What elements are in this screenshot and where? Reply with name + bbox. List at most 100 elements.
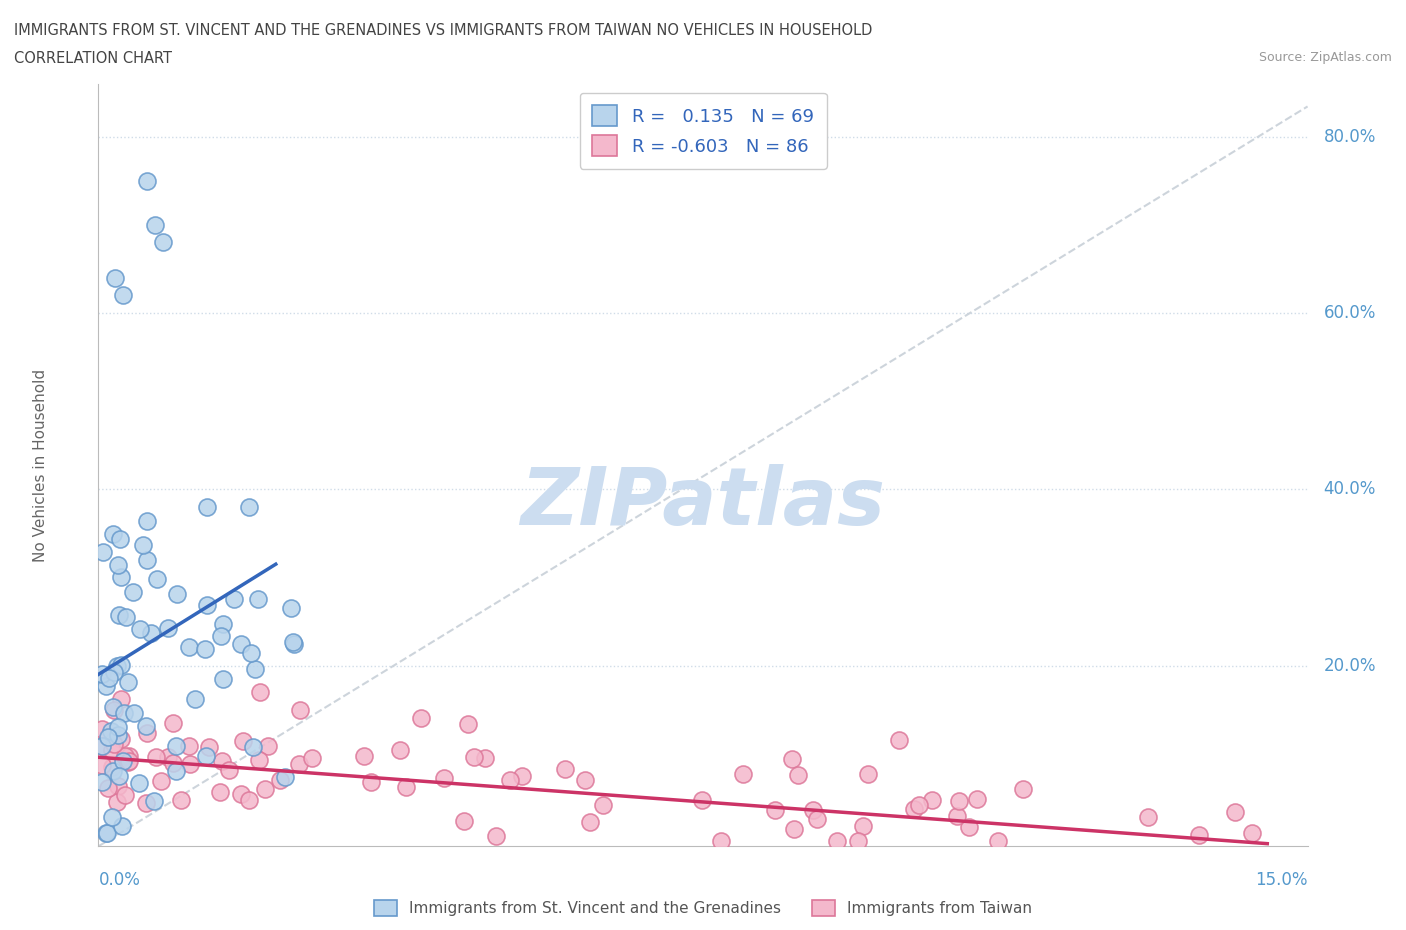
Point	[110, 691, 132, 706]
Point	[112, 706, 135, 721]
Point	[229, 787, 252, 802]
Point	[128, 776, 150, 790]
Point	[554, 762, 576, 777]
Point	[281, 635, 304, 650]
Point	[846, 833, 869, 848]
Point	[921, 792, 943, 807]
Point	[197, 499, 219, 514]
Point	[114, 610, 136, 625]
Point	[139, 626, 162, 641]
Point	[97, 730, 120, 745]
Point	[946, 808, 969, 823]
Text: 40.0%: 40.0%	[1323, 480, 1376, 498]
Point	[692, 792, 714, 807]
Point	[105, 658, 128, 673]
Point	[763, 803, 786, 817]
Point	[485, 828, 508, 843]
Point	[224, 591, 246, 606]
Point	[179, 756, 201, 771]
Point	[710, 833, 733, 848]
Point	[105, 795, 128, 810]
Point	[197, 739, 219, 754]
Point	[165, 764, 187, 778]
Point	[288, 702, 311, 717]
Point	[117, 754, 139, 769]
Point	[97, 671, 120, 685]
Text: 60.0%: 60.0%	[1323, 304, 1376, 322]
Point	[179, 738, 201, 753]
Point	[257, 738, 280, 753]
Point	[107, 720, 129, 735]
Point	[122, 706, 145, 721]
Text: IMMIGRANTS FROM ST. VINCENT AND THE GRENADINES VS IMMIGRANTS FROM TAIWAN NO VEHI: IMMIGRANTS FROM ST. VINCENT AND THE GREN…	[14, 23, 873, 38]
Point	[146, 572, 169, 587]
Text: No Vehicles in Household: No Vehicles in Household	[32, 368, 48, 562]
Point	[948, 793, 970, 808]
Point	[733, 767, 755, 782]
Point	[108, 607, 131, 622]
Point	[156, 750, 179, 764]
Point	[453, 814, 475, 829]
Point	[111, 288, 134, 303]
Point	[132, 538, 155, 552]
Point	[212, 616, 235, 631]
Text: 15.0%: 15.0%	[1256, 871, 1308, 889]
Point	[780, 751, 803, 766]
Point	[239, 645, 262, 660]
Point	[177, 640, 200, 655]
Point	[135, 726, 157, 741]
Point	[114, 749, 136, 764]
Text: ZIPatlas: ZIPatlas	[520, 464, 886, 542]
Point	[783, 821, 806, 836]
Point	[91, 757, 114, 772]
Point	[91, 738, 114, 753]
Point	[269, 773, 291, 788]
Point	[1136, 809, 1159, 824]
Point	[112, 753, 135, 768]
Point	[806, 812, 828, 827]
Point	[110, 570, 132, 585]
Point	[100, 743, 122, 758]
Point	[787, 767, 810, 782]
Point	[253, 781, 276, 796]
Point	[409, 711, 432, 726]
Point	[1240, 826, 1263, 841]
Text: 0.0%: 0.0%	[98, 871, 141, 889]
Point	[142, 794, 165, 809]
Point	[389, 742, 412, 757]
Point	[288, 756, 311, 771]
Point	[229, 636, 252, 651]
Point	[247, 591, 270, 606]
Point	[111, 818, 134, 833]
Point	[209, 784, 232, 799]
Text: 80.0%: 80.0%	[1323, 127, 1376, 146]
Point	[110, 658, 132, 672]
Point	[211, 629, 233, 644]
Legend: R =   0.135   N = 69, R = -0.603   N = 86: R = 0.135 N = 69, R = -0.603 N = 86	[579, 93, 827, 168]
Point	[135, 719, 157, 734]
Point	[463, 750, 485, 764]
Point	[162, 716, 184, 731]
Point	[851, 819, 873, 834]
Point	[117, 674, 139, 689]
Point	[457, 716, 479, 731]
Point	[353, 749, 375, 764]
Point	[108, 531, 131, 546]
Point	[184, 692, 207, 707]
Point	[135, 173, 157, 188]
Point	[907, 797, 929, 812]
Point	[91, 738, 114, 753]
Point	[1188, 828, 1211, 843]
Text: 20.0%: 20.0%	[1323, 657, 1376, 674]
Point	[91, 545, 114, 560]
Point	[103, 271, 125, 286]
Point	[101, 764, 124, 778]
Point	[238, 792, 260, 807]
Point	[103, 737, 125, 751]
Point	[238, 500, 260, 515]
Point	[498, 773, 520, 788]
Point	[149, 774, 172, 789]
Point	[156, 621, 179, 636]
Point	[107, 558, 129, 573]
Point	[103, 665, 125, 680]
